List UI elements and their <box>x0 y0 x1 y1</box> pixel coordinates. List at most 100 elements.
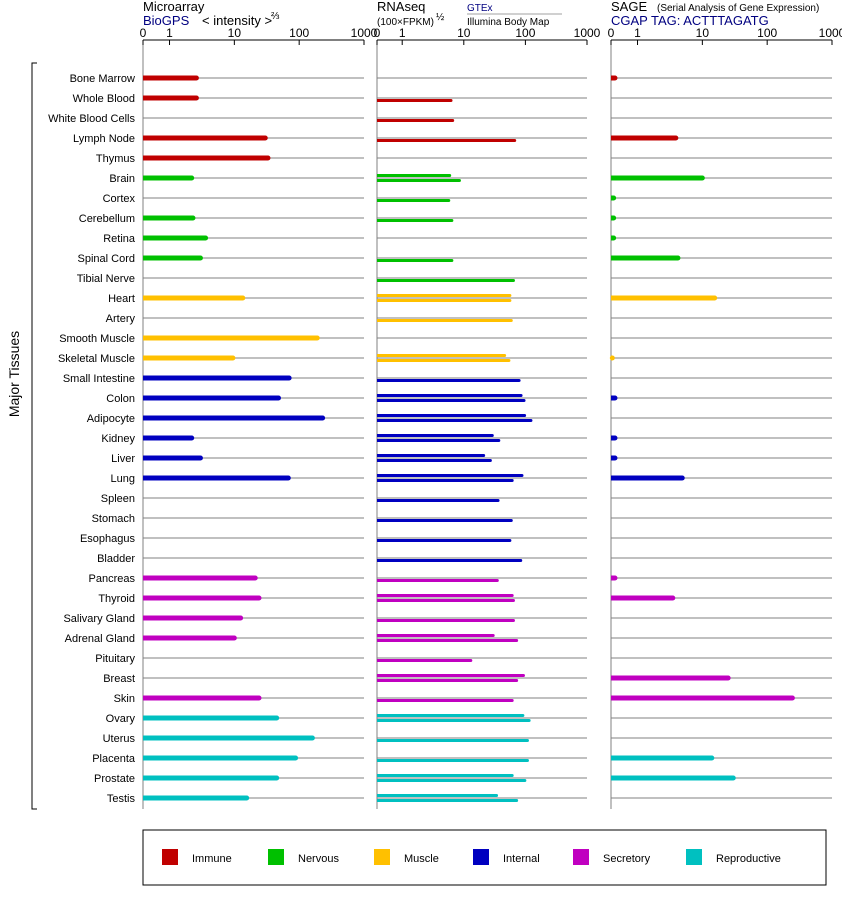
rnaseq-ibm-bar <box>377 459 491 462</box>
microarray-bar-cap <box>230 355 236 361</box>
rnaseq-gtex-bar-cap <box>511 619 515 622</box>
tissue-label: Uterus <box>103 733 136 745</box>
microarray-bar-cap <box>256 695 262 701</box>
microarray-bar-cap <box>193 95 199 101</box>
rnaseq-ibm-bar <box>377 719 530 722</box>
tissue-label: Bone Marrow <box>70 73 135 85</box>
row-retina: Retina <box>103 233 832 245</box>
rnaseq-ibm-bar <box>377 679 517 682</box>
microarray-bar-cap <box>252 575 258 581</box>
sage-tick-label: 10 <box>696 26 710 40</box>
rnaseq-ibm-bar <box>377 299 510 302</box>
rnaseq-tick-label: 1000 <box>574 26 601 40</box>
rnaseq-gtex-bar-cap <box>523 414 527 417</box>
rnaseq-gtex-bar <box>377 579 498 582</box>
tissue-label: Kidney <box>101 433 135 445</box>
sage-bar-cap <box>609 355 615 361</box>
microarray-bar <box>143 95 197 101</box>
sage-bar-cap <box>611 235 617 241</box>
microarray-bar-cap <box>203 235 209 241</box>
row-cortex: Cortex <box>103 193 832 205</box>
bracket-line <box>31 62 37 810</box>
rnaseq-gtex-bar-cap <box>509 519 513 522</box>
sage-bar <box>611 295 715 301</box>
sage-bar-cap <box>709 755 715 761</box>
rnaseq-gtex-bar-cap <box>510 774 514 777</box>
sage-bar-cap <box>725 675 731 681</box>
microarray-bar-cap <box>193 75 199 81</box>
tissue-label: Adrenal Gland <box>65 633 135 645</box>
rnaseq-gtex-bar <box>377 434 493 437</box>
microarray-tick-label: 1 <box>166 26 173 40</box>
rnaseq-ibm-bar <box>377 179 460 182</box>
legend-label: Nervous <box>298 853 339 865</box>
legend-swatch <box>686 849 702 865</box>
gtex-link[interactable]: GTEx <box>467 3 493 14</box>
rnaseq-tick-label: 1 <box>399 26 406 40</box>
rnaseq-tick-label: 10 <box>457 26 471 40</box>
rnaseq-gtex-bar <box>377 794 497 797</box>
legend-swatch <box>473 849 489 865</box>
rnaseq-tick-label: 100 <box>515 26 535 40</box>
tissue-label: Artery <box>106 313 136 325</box>
rnaseq-ibm-bar-cap <box>515 639 519 642</box>
sage-tick-label: 1000 <box>819 26 842 40</box>
microarray-bar-cap <box>231 635 237 641</box>
microarray-bar <box>143 375 290 381</box>
sage-bar-cap <box>679 475 685 481</box>
rnaseq-gtex-bar-cap <box>508 294 512 297</box>
biogps-link[interactable]: BioGPS <box>143 13 190 28</box>
microarray-tick-label: 1000 <box>351 26 378 40</box>
microarray-bar-cap <box>293 755 299 761</box>
rnaseq-gtex-bar <box>377 539 510 542</box>
rnaseq-gtex-bar <box>377 294 510 297</box>
rnaseq-ibm-bar <box>377 639 517 642</box>
microarray-axis: 0 1 10 100 1000 <box>140 26 378 809</box>
sage-header: SAGE (Serial Analysis of Gene Expression… <box>611 0 819 28</box>
legend-label: Muscle <box>404 853 439 865</box>
tissue-label: Cerebellum <box>79 213 135 225</box>
microarray-bar-cap <box>189 175 195 181</box>
rnaseq-gtex-bar-cap <box>521 714 525 717</box>
microarray-unit-exponent: ⅔ <box>271 11 280 22</box>
microarray-bar-cap <box>197 255 203 261</box>
tissue-label: Prostate <box>94 773 135 785</box>
tissue-label: Placenta <box>92 753 136 765</box>
cgap-tag-link[interactable]: CGAP TAG: ACTTTAGATG <box>611 13 769 28</box>
tissue-label: Lymph Node <box>73 133 135 145</box>
sage-bar-cap <box>675 255 681 261</box>
rnaseq-ibm-bar-cap <box>522 399 526 402</box>
rnaseq-gtex-bar-cap <box>525 759 529 762</box>
rnaseq-gtex-bar <box>377 594 513 597</box>
legend-swatch <box>573 849 589 865</box>
row-uterus: Uterus <box>103 733 832 745</box>
tissue-label: Liver <box>111 453 135 465</box>
legend: Immune Nervous Muscle Internal Secretory Repr… <box>142 829 827 886</box>
row-spleen: Spleen <box>101 493 832 505</box>
tissue-label: Heart <box>108 293 135 305</box>
illumina-body-map-label: Illumina Body Map <box>467 17 550 28</box>
rnaseq-ibm-bar <box>377 419 531 422</box>
legend-swatch <box>162 849 178 865</box>
rnaseq-gtex-bar <box>377 474 522 477</box>
rnaseq-ibm-bar-cap <box>523 779 527 782</box>
rnaseq-gtex-bar <box>377 199 449 202</box>
rnaseq-gtex-bar-cap <box>496 499 500 502</box>
bars-layer <box>143 75 795 802</box>
rnaseq-ibm-bar <box>377 359 509 362</box>
rnaseq-gtex-bar <box>377 99 452 102</box>
microarray-bar <box>143 715 277 721</box>
microarray-tick-label: 100 <box>289 26 309 40</box>
tissue-label: Thymus <box>96 153 136 165</box>
tissue-label: Cortex <box>103 193 136 205</box>
microarray-bar-cap <box>189 435 195 441</box>
microarray-tick-label: 0 <box>140 26 147 40</box>
microarray-bar <box>143 455 201 461</box>
rnaseq-ibm-bar-cap <box>508 299 512 302</box>
rnaseq-gtex-bar <box>377 674 524 677</box>
sage-bar <box>611 135 676 141</box>
rnaseq-gtex-bar <box>377 714 523 717</box>
row-breast: Breast <box>103 673 832 685</box>
row-bladder: Bladder <box>97 553 832 565</box>
